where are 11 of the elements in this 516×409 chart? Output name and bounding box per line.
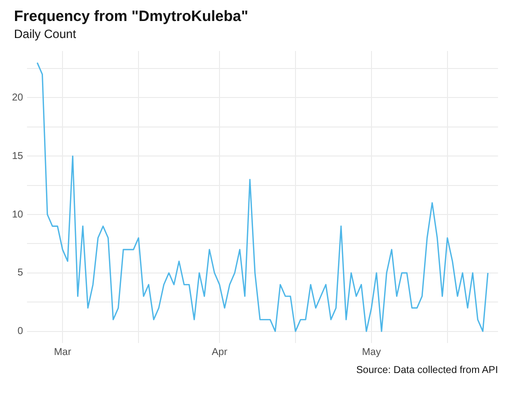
x-tick-label: May	[362, 346, 381, 358]
y-tick-label: 5	[18, 268, 24, 279]
x-tick-label: Mar	[54, 346, 72, 358]
chart-subtitle: Daily Count	[14, 27, 78, 41]
source-note: Source: Data collected from API	[355, 365, 499, 376]
chart-title: Frequency from "DmytroKuleba"	[14, 8, 250, 25]
y-tick-label: 10	[12, 209, 24, 220]
y-tick-label: 15	[12, 150, 24, 162]
y-tick-label: 20	[12, 92, 24, 104]
y-tick-label: 0	[18, 326, 24, 338]
x-tick-label: Apr	[212, 346, 228, 358]
